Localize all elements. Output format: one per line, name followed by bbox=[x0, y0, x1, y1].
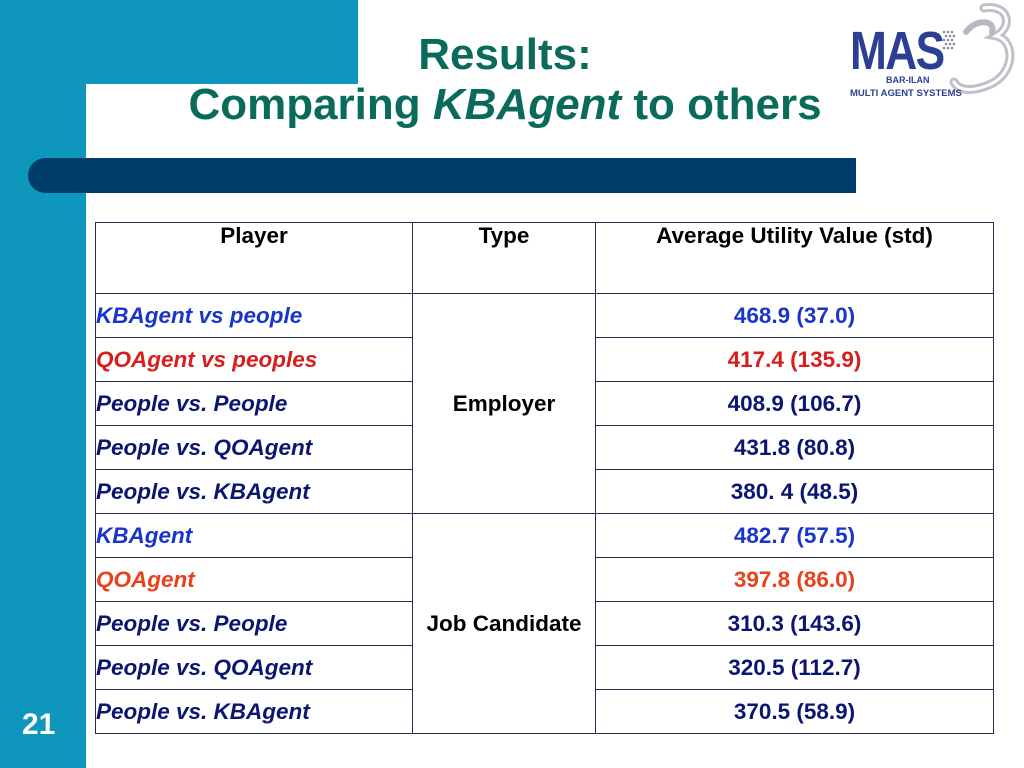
top-accent-block bbox=[0, 0, 358, 84]
logo-text: MAS bbox=[850, 21, 945, 81]
header-player: Player bbox=[95, 222, 413, 294]
value-cell: 370.5 (58.9) bbox=[595, 689, 994, 734]
table-row: QOAgent vs peoples 417.4 (135.9) bbox=[95, 337, 994, 382]
slide-number: 21 bbox=[22, 708, 56, 741]
value-cell: 397.8 (86.0) bbox=[595, 557, 994, 602]
title-line-1: Results: bbox=[418, 30, 592, 79]
type-cell: Employer bbox=[412, 293, 596, 514]
logo-subtitle-1: BAR-ILAN bbox=[886, 75, 930, 85]
logo-swirl-icon bbox=[942, 3, 1015, 94]
player-cell: People vs. KBAgent bbox=[95, 469, 413, 514]
player-cell: People vs. QOAgent bbox=[95, 425, 413, 470]
type-cell: Job Candidate bbox=[412, 513, 596, 734]
logo-subtitle-2: MULTI AGENT SYSTEMS bbox=[850, 88, 962, 99]
title-divider-bar bbox=[28, 158, 856, 193]
header-average-utility: Average Utility Value (std) bbox=[595, 222, 994, 294]
table-body: KBAgent vs people Employer 468.9 (37.0) QOA… bbox=[95, 293, 994, 734]
title-suffix: to others bbox=[621, 80, 822, 129]
player-cell: KBAgent vs people bbox=[95, 293, 413, 338]
title-emphasis: KBAgent bbox=[432, 80, 622, 129]
table-row: QOAgent 397.8 (86.0) bbox=[95, 557, 994, 602]
slide-title: Results: Comparing KBAgent to others bbox=[120, 30, 890, 130]
results-table: Player Type Average Utility Value (std) … bbox=[95, 222, 994, 734]
table-row: People vs. People 408.9 (106.7) bbox=[95, 381, 994, 426]
player-cell: QOAgent vs peoples bbox=[95, 337, 413, 382]
value-cell: 468.9 (37.0) bbox=[595, 293, 994, 338]
player-cell: People vs. KBAgent bbox=[95, 689, 413, 734]
player-cell: QOAgent bbox=[95, 557, 413, 602]
player-cell: People vs. QOAgent bbox=[95, 645, 413, 690]
table-row: People vs. QOAgent 320.5 (112.7) bbox=[95, 645, 994, 690]
title-prefix: Comparing bbox=[188, 80, 433, 129]
title-line-2: Comparing KBAgent to others bbox=[120, 80, 890, 130]
player-cell: People vs. People bbox=[95, 381, 413, 426]
table-header-row: Player Type Average Utility Value (std) bbox=[95, 222, 994, 294]
table-row: People vs. KBAgent 380. 4 (48.5) bbox=[95, 469, 994, 514]
table-row: KBAgent Job Candidate 482.7 (57.5) bbox=[95, 513, 994, 734]
value-cell: 482.7 (57.5) bbox=[595, 513, 994, 558]
left-accent-bar bbox=[0, 0, 86, 768]
player-cell: KBAgent bbox=[95, 513, 413, 558]
header-type: Type bbox=[412, 222, 596, 294]
value-cell: 320.5 (112.7) bbox=[595, 645, 994, 690]
player-cell: People vs. People bbox=[95, 601, 413, 646]
table-row: People vs. KBAgent 370.5 (58.9) bbox=[95, 689, 994, 734]
table-row: KBAgent vs people Employer 468.9 (37.0) bbox=[95, 293, 994, 514]
value-cell: 310.3 (143.6) bbox=[595, 601, 994, 646]
table-row: People vs. QOAgent 431.8 (80.8) bbox=[95, 425, 994, 470]
mas-logo: MAS BAR-ILAN MULTI AGENT SYSTEMS bbox=[846, 2, 1016, 110]
value-cell: 380. 4 (48.5) bbox=[595, 469, 994, 514]
value-cell: 417.4 (135.9) bbox=[595, 337, 994, 382]
value-cell: 408.9 (106.7) bbox=[595, 381, 994, 426]
table-row: People vs. People 310.3 (143.6) bbox=[95, 601, 994, 646]
value-cell: 431.8 (80.8) bbox=[595, 425, 994, 470]
